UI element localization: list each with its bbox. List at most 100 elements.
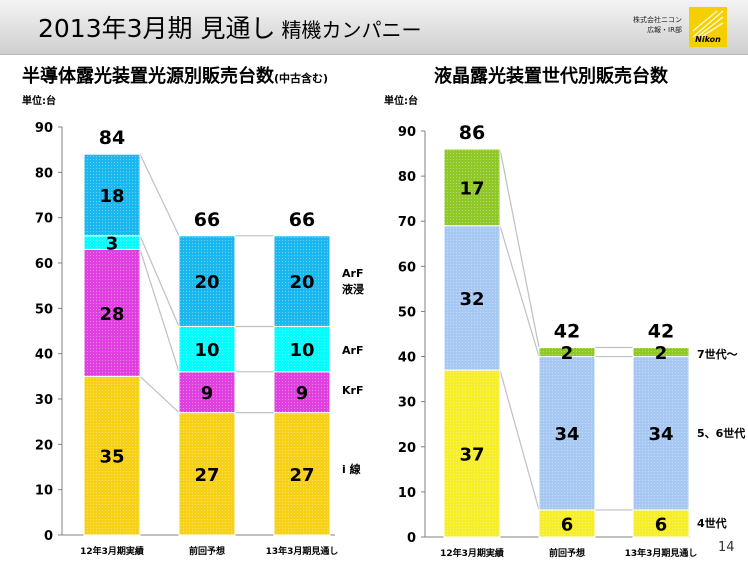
left-category-label: 前回予想: [189, 545, 225, 557]
left-y-tick-label: 90: [35, 121, 53, 136]
right-bar-texture: [444, 225, 500, 371]
right-data-label: 32: [459, 289, 484, 310]
left-data-label: 28: [99, 304, 124, 325]
left-bar-texture: [179, 412, 235, 535]
right-y-tick-label: 20: [398, 441, 416, 456]
right-y-tick-label: 60: [398, 260, 416, 275]
right-data-label: 2: [655, 343, 668, 364]
left-total-label: 66: [289, 209, 315, 231]
left-total-label: 84: [99, 127, 125, 149]
left-data-label: 10: [289, 340, 314, 361]
right-y-tick-label: 70: [398, 215, 416, 230]
left-chart-title-text: 半導体露光装置光源別販売台数: [22, 66, 274, 87]
header-bar: 2013年3月期 見通し 精機カンパニー 株式会社ニコン 広報・IR部 Nikon: [0, 0, 748, 55]
company-line-1: 株式会社ニコン: [633, 16, 682, 24]
left-data-label: 18: [99, 186, 124, 207]
left-bar-texture: [84, 154, 140, 236]
left-connector-line: [139, 235, 180, 327]
left-total-label: 66: [194, 209, 220, 231]
right-connector-line: [499, 369, 540, 511]
left-data-label: 35: [99, 447, 124, 468]
right-bar-texture: [539, 347, 595, 357]
right-y-tick-label: 0: [407, 531, 416, 546]
left-y-tick-label: 50: [35, 302, 53, 317]
left-bar-texture: [84, 376, 140, 535]
left-connector-line: [139, 153, 180, 237]
right-bar-texture: [633, 356, 689, 510]
left-chart: 単位:台 0 10 20 30 40 50 60 70 80 90 35 28 3 18 84 12年3月期実績…: [22, 94, 364, 557]
left-bar-texture: [274, 326, 330, 372]
left-data-label: 10: [194, 340, 219, 361]
nikon-logo: Nikon: [689, 7, 727, 47]
right-y-tick-label: 40: [398, 351, 416, 366]
right-total-label: 42: [554, 321, 580, 343]
right-category-label: 前回予想: [549, 547, 585, 559]
left-chart-title: 半導体露光装置光源別販売台数(中古含む): [22, 62, 328, 88]
left-y-tick-label: 40: [35, 348, 53, 363]
right-unit-label: 単位:台: [384, 94, 418, 107]
left-data-label: 3: [106, 234, 119, 255]
right-bar-texture: [539, 356, 595, 510]
left-bar-texture: [84, 235, 140, 250]
left-series-label: 液浸: [342, 282, 364, 296]
right-data-label: 34: [554, 424, 579, 445]
right-y-tick-label: 50: [398, 305, 416, 320]
left-bar-texture: [179, 326, 235, 372]
right-data-label: 6: [561, 514, 574, 535]
right-y-tick-label: 80: [398, 170, 416, 185]
right-series-label: 5、6世代: [697, 426, 745, 440]
right-data-label: 37: [459, 445, 484, 466]
right-category-label: 13年3月期見通し: [625, 547, 698, 559]
company-line-2: 広報・IR部: [647, 26, 682, 34]
left-bar-texture: [179, 235, 235, 327]
left-series-label: i 線: [342, 462, 361, 476]
logo-text: Nikon: [695, 35, 721, 44]
right-data-label: 6: [655, 514, 668, 535]
left-bar-texture: [274, 235, 330, 327]
right-data-label: 2: [561, 343, 574, 364]
right-connector-line: [499, 225, 540, 357]
left-data-label: 9: [201, 383, 214, 404]
left-connector-line: [139, 249, 180, 372]
logo-rays-icon: [692, 10, 724, 38]
left-y-tick-label: 20: [35, 438, 53, 453]
right-y-tick-label: 10: [398, 486, 416, 501]
left-data-label: 20: [289, 272, 314, 293]
right-category-label: 12年3月期実績: [440, 547, 504, 559]
left-data-label: 20: [194, 272, 219, 293]
left-chart-title-note: (中古含む): [274, 72, 329, 85]
left-bar-texture: [274, 371, 330, 413]
left-bar-texture: [179, 371, 235, 413]
left-series-label: ArF: [342, 267, 363, 280]
left-series-label: ArF: [342, 344, 363, 357]
right-bar-texture: [444, 149, 500, 226]
title-text: 2013年3月期 見通し: [38, 14, 276, 43]
left-data-label: 9: [296, 383, 309, 404]
left-data-label: 27: [194, 465, 219, 486]
right-series-label: 4世代: [697, 516, 727, 530]
right-bar-texture: [633, 347, 689, 357]
left-y-tick-label: 10: [35, 484, 53, 499]
right-connector-line: [499, 148, 540, 348]
right-total-label: 42: [648, 321, 674, 343]
right-chart-title: 液晶露光装置世代別販売台数: [434, 62, 668, 88]
left-y-tick-label: 0: [44, 529, 53, 544]
right-chart: 単位:台 0 10 20 30 40 50 60 70 80 90 37 32 17 86 12年3月期実績 6…: [384, 94, 745, 559]
left-bar-texture: [84, 249, 140, 377]
page-title: 2013年3月期 見通し 精機カンパニー: [38, 9, 421, 45]
right-y-tick-label: 90: [398, 125, 416, 140]
left-y-tick-label: 80: [35, 166, 53, 181]
left-y-tick-label: 30: [35, 393, 53, 408]
right-bar-texture: [633, 509, 689, 537]
page-number: 14: [718, 540, 735, 555]
left-series-label: KrF: [342, 384, 363, 397]
subtitle-text: 精機カンパニー: [281, 18, 422, 42]
left-connector-line: [139, 375, 180, 414]
right-bar-texture: [444, 370, 500, 537]
left-category-label: 12年3月期実績: [80, 545, 144, 557]
right-total-label: 86: [459, 122, 485, 144]
left-y-tick-label: 70: [35, 212, 53, 227]
right-bar-texture: [539, 509, 595, 537]
right-chart-title-text: 液晶露光装置世代別販売台数: [434, 66, 668, 87]
